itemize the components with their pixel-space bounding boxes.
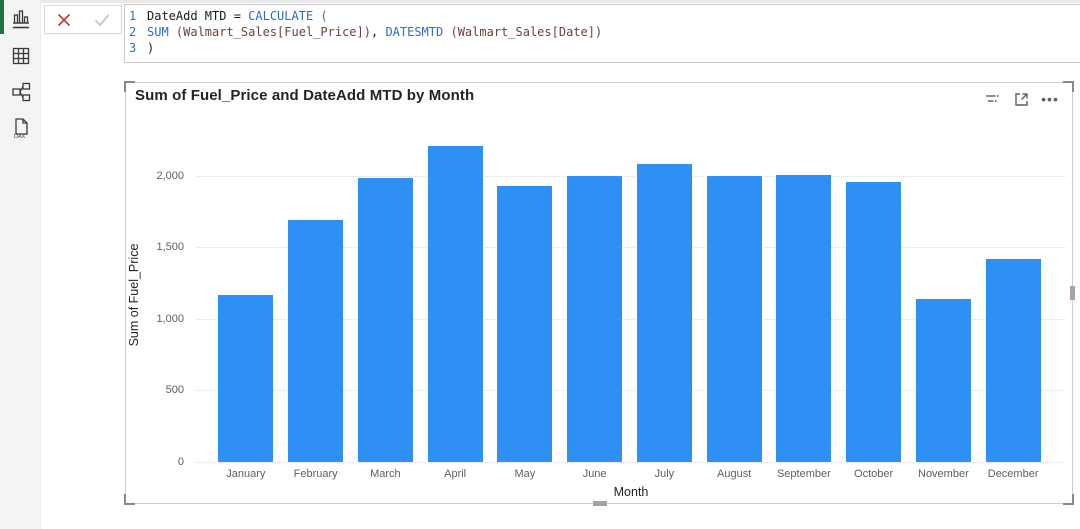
gridline [196,247,1066,249]
bar-cell [490,141,560,462]
bar-cell [560,141,630,462]
bar-september[interactable] [776,175,832,462]
bar-cell [978,141,1048,462]
visual-toolbar: ••• [984,91,1058,107]
x-tick-label: November [918,468,969,480]
x-tick-label: June [582,468,607,480]
selection-corner-bottom-left[interactable] [124,494,135,505]
bar-october[interactable] [846,182,902,462]
bar-april[interactable] [427,146,483,462]
x-axis-title: Month [613,485,649,499]
gridline [196,175,1066,177]
formula-bar-top-strip [41,0,1080,3]
bar-cell [909,141,979,462]
filter-icon[interactable] [984,91,1000,107]
bar-cell [699,141,769,462]
gridline [196,318,1066,320]
bar-chart-visual-card[interactable]: Sum of Fuel_Price and DateAdd MTD by Mon… [124,81,1075,506]
accept-input-button[interactable] [93,12,111,28]
x-tick-label: April [444,468,467,480]
y-tick-label: 0 [177,456,184,468]
bar-cell [839,141,909,462]
line-number: 3 [129,41,137,55]
focus-mode-icon[interactable] [1013,91,1029,107]
bar-cell [769,141,839,462]
plot-area [196,141,1066,463]
bar-cell [211,141,281,462]
x-tick-label: February [293,468,338,480]
formula-commit-box [44,5,122,34]
bar-cell [630,141,700,462]
gridline [196,462,1066,463]
bar-january[interactable] [218,295,274,462]
visual-title: Sum of Fuel_Price and DateAdd MTD by Mon… [135,87,475,104]
bar-august[interactable] [706,176,762,462]
y-axis-tick-labels: 0 500 1,000 1,500 2,000 [126,141,188,468]
sidebar-item-table-view[interactable] [10,46,32,70]
selection-corner-top-left[interactable] [124,81,135,92]
bar-february[interactable] [288,220,344,462]
x-tick-label: May [514,468,536,480]
table-grid-icon [11,46,31,71]
y-tick-label: 2,000 [156,169,184,182]
x-tick-label: July [654,468,675,480]
code-line: 3) [129,41,155,55]
x-tick-label: March [370,468,401,480]
close-icon [56,12,72,28]
cancel-input-button[interactable] [56,12,72,28]
bar-series [211,141,1048,462]
y-tick-label: 1,000 [156,312,184,325]
bar-november[interactable] [915,299,971,462]
x-tick-label: August [717,468,752,480]
more-options-icon[interactable]: ••• [1041,91,1059,107]
bar-june[interactable] [567,176,623,462]
sidebar-item-report-view[interactable] [10,8,32,32]
bar-may[interactable] [497,186,553,462]
y-tick-label: 500 [165,384,184,397]
x-axis-tick-labels: January February March April May June July Augu… [211,468,1048,480]
x-tick-label: September [776,468,831,480]
dax-document-icon: DAX [12,117,30,144]
line-number: 1 [129,9,137,23]
bar-march[interactable] [357,178,413,462]
bar-cell [420,141,490,462]
code-line: 2 SUM (Walmart_Sales[Fuel_Price]), DATESM… [129,25,603,39]
line-number: 2 [129,25,137,39]
sidebar-item-model-view[interactable] [10,82,32,106]
selection-corner-top-right[interactable] [1063,81,1074,92]
view-nav-rail: DAX [0,0,41,529]
selection-handle-right-center[interactable] [1070,286,1075,300]
svg-text:DAX: DAX [14,134,26,139]
x-tick-label: October [854,468,894,480]
x-tick-label: January [226,468,266,480]
bar-chart-icon [11,7,31,34]
selection-corner-bottom-right[interactable] [1063,494,1074,505]
dax-formula-editor[interactable]: 1 DateAdd MTD = CALCULATE ( 2 SUM (Walmart_… [124,4,1080,63]
bar-cell [281,141,351,462]
checkmark-icon [93,12,111,28]
sidebar-item-dax-query-view[interactable]: DAX [10,117,32,144]
y-tick-label: 1,500 [156,241,184,254]
x-tick-label: December [987,468,1039,480]
active-view-accent [0,0,4,34]
bar-july[interactable] [636,164,692,462]
model-relationships-icon [11,82,31,107]
bar-cell [351,141,421,462]
bar-december[interactable] [985,259,1041,462]
selection-handle-bottom-center[interactable] [593,501,607,506]
code-line: 1 DateAdd MTD = CALCULATE ( [129,9,328,23]
gridline [196,390,1066,392]
